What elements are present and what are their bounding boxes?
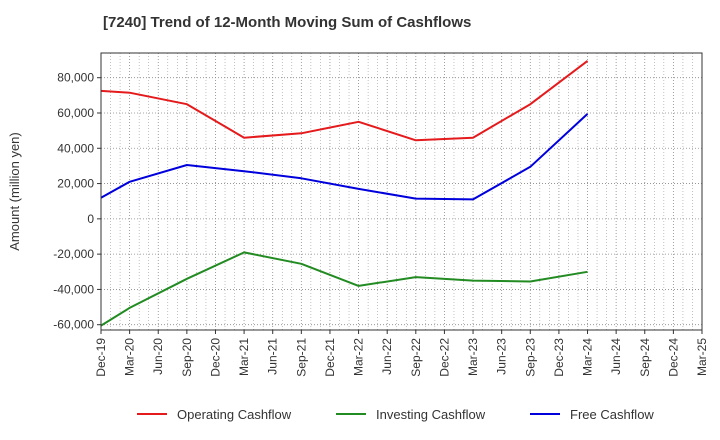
x-tick-label: Sep-24 — [638, 338, 652, 377]
x-tick-label: Sep-22 — [409, 338, 423, 377]
y-axis-ticks: -60,000 -40,000 -20,000 0 20,000 40,000 60,000… — [53, 71, 101, 332]
series-line-free-cashflow — [100, 113, 589, 201]
x-tick-label: Dec-22 — [437, 338, 451, 377]
y-tick-label: 20,000 — [57, 177, 94, 191]
legend-label-operating-cashflow: Operating Cashflow — [177, 407, 292, 422]
x-tick-label: Dec-24 — [666, 338, 680, 377]
series-line-investing-cashflow — [100, 251, 588, 327]
x-tick-label: Jun-20 — [151, 338, 165, 375]
x-tick-label: Dec-21 — [323, 338, 337, 377]
x-tick-label: Mar-20 — [123, 338, 137, 376]
chart-title: [7240] Trend of 12-Month Moving Sum of C… — [103, 14, 472, 31]
series-line-operating-cashflow — [100, 60, 589, 142]
x-tick-label: Mar-22 — [352, 338, 366, 376]
series-lines — [100, 60, 589, 327]
y-tick-label: -40,000 — [53, 282, 94, 296]
x-tick-label: Sep-20 — [180, 338, 194, 377]
x-tick-label: Dec-23 — [552, 338, 566, 377]
x-tick-label: Dec-20 — [208, 338, 222, 377]
x-tick-label: Dec-19 — [94, 338, 108, 377]
legend-label-free-cashflow: Free Cashflow — [570, 407, 654, 422]
y-tick-label: 80,000 — [57, 71, 94, 85]
y-axis-label: Amount (million yen) — [7, 132, 22, 251]
x-tick-label: Sep-21 — [294, 338, 308, 377]
grid-lines — [101, 53, 702, 330]
x-tick-label: Sep-23 — [523, 338, 537, 377]
x-tick-label: Mar-25 — [695, 338, 709, 376]
x-tick-label: Mar-23 — [466, 338, 480, 376]
x-tick-label: Mar-24 — [581, 338, 595, 376]
y-tick-label: 0 — [87, 212, 94, 226]
x-axis-ticks: Dec-19 Mar-20 Jun-20 Sep-20 Dec-20 Mar-21 Jun-… — [94, 330, 709, 377]
y-tick-label: 40,000 — [57, 141, 94, 155]
y-tick-label: -20,000 — [53, 247, 94, 261]
x-tick-label: Jun-22 — [380, 338, 394, 375]
y-tick-label: -60,000 — [53, 318, 94, 332]
legend: Operating Cashflow Investing Cashflow Free… — [137, 407, 654, 422]
plot-area-border — [100, 52, 703, 331]
x-tick-label: Jun-24 — [609, 338, 623, 375]
x-tick-label: Jun-23 — [495, 338, 509, 375]
legend-label-investing-cashflow: Investing Cashflow — [376, 407, 486, 422]
x-tick-label: Jun-21 — [266, 338, 280, 375]
y-tick-label: 60,000 — [57, 106, 94, 120]
x-tick-label: Mar-21 — [237, 338, 251, 376]
